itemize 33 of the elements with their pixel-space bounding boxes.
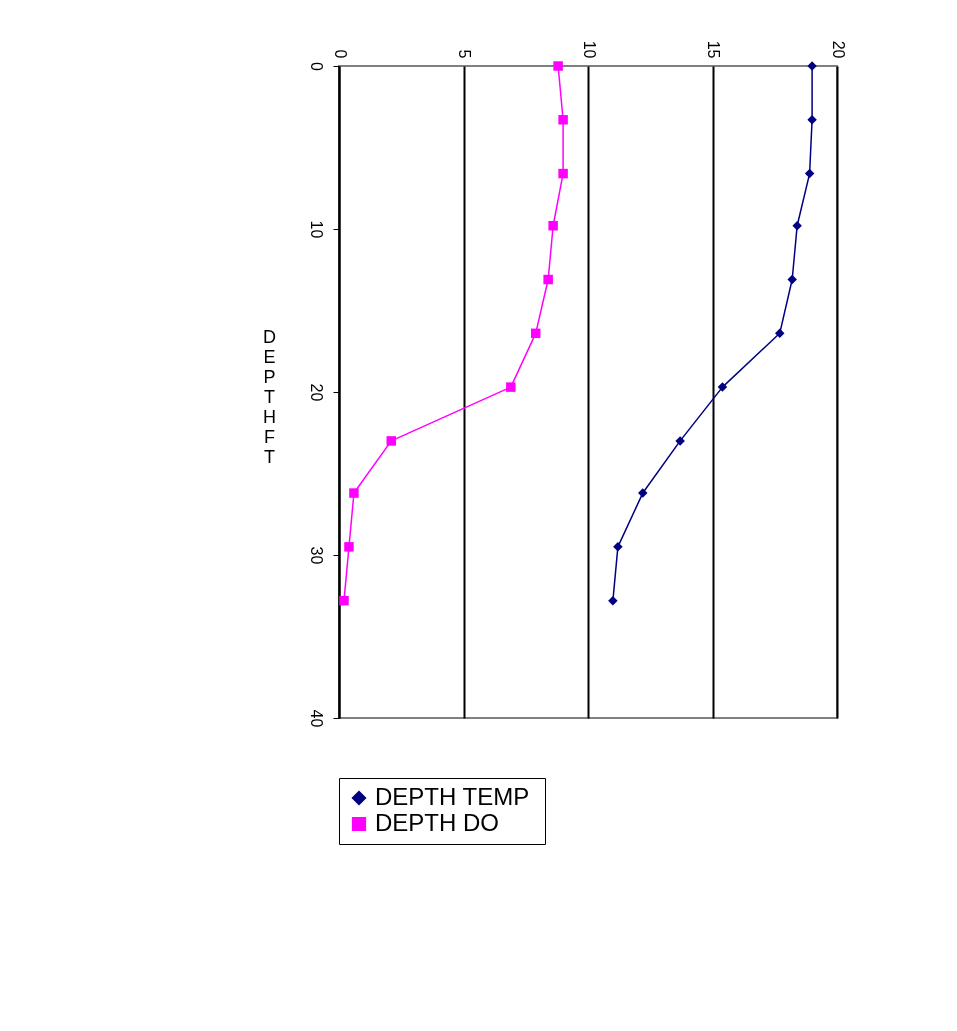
point (807, 115, 817, 125)
x-tick-label: 10 (580, 40, 598, 59)
point (558, 115, 568, 125)
legend-label: DEPTH DO (375, 809, 500, 836)
point (543, 274, 553, 285)
point (339, 595, 349, 606)
x-tick-label: 5 (456, 49, 473, 59)
legend-label: DEPTH TEMP (375, 783, 530, 810)
point (349, 488, 359, 498)
x-tick-label: 20 (829, 40, 847, 59)
y-axis-title: DEPTH FT (263, 326, 276, 467)
y-tick-label: 10 (307, 220, 325, 239)
point (386, 436, 397, 446)
point (717, 382, 728, 392)
y-tick-label: 30 (307, 546, 325, 565)
x-tick-label: 15 (705, 40, 722, 59)
point (804, 168, 815, 179)
point (787, 274, 797, 285)
point (558, 168, 568, 179)
y-tick-label: 40 (307, 709, 325, 728)
y-tick-label: 0 (307, 62, 325, 72)
point (638, 488, 648, 498)
point (613, 542, 623, 552)
point (548, 221, 558, 231)
y-tick-label: 20 (307, 383, 325, 402)
point (506, 382, 516, 392)
point (553, 61, 563, 71)
point (792, 221, 802, 231)
point (344, 542, 354, 552)
point (774, 328, 785, 339)
point (530, 328, 541, 339)
x-tick-label: 0 (331, 49, 349, 59)
point (608, 595, 618, 606)
